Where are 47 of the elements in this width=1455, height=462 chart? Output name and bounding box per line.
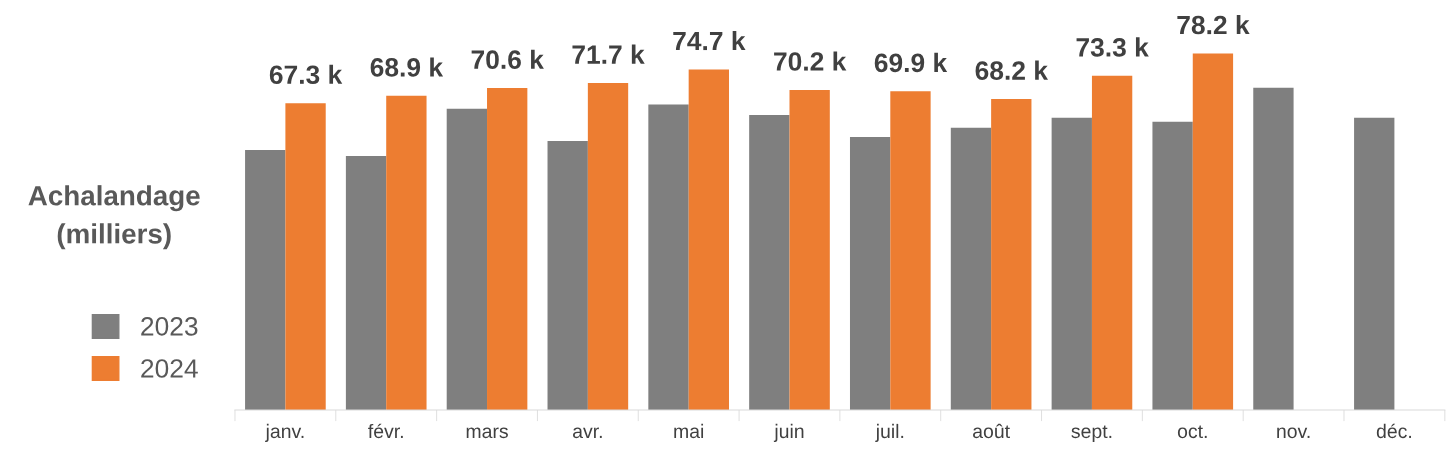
bar [1192,53,1234,410]
legend-label: 2023 [141,316,198,336]
bar [688,69,729,410]
x-tick-label: nov. [1277,427,1310,439]
data-label: 71.7 k [572,44,645,64]
bar [1152,121,1193,410]
data-label: 67.3 k [269,64,343,85]
bar [547,141,588,410]
data-label: 70.2 k [774,51,847,71]
data-label: 74.7 k [673,30,746,51]
bar [1354,117,1395,410]
bar [1051,117,1092,410]
bar [245,150,286,410]
bar [991,99,1032,410]
bar [285,103,326,410]
bar [1253,87,1294,410]
data-label: 68.9 k [370,57,444,77]
bar [890,91,931,410]
data-label: 70.6 k [471,49,544,70]
x-tick-label: oct. [1177,425,1207,439]
bar [446,108,488,410]
x-tick-label: févr. [368,423,403,439]
bar [950,127,992,410]
bar [749,115,790,410]
data-label: 68.2 k [975,60,1049,80]
x-tick-label: sept. [1071,425,1112,442]
legend-label: 2024 [141,359,198,378]
x-tick-label: mars [466,427,508,439]
x-tick-label: déc. [1376,423,1412,439]
bar [1091,75,1133,410]
x-tick-label: janv. [265,423,304,442]
bar [345,156,387,410]
bar [587,83,629,410]
data-label: 69.9 k [874,52,948,73]
data-label: 78.2 k [1177,14,1250,35]
x-tick-label: juin [773,423,804,442]
x-tick-label: mai [674,423,704,439]
bar [386,95,427,410]
x-tick-label: juil. [875,423,904,442]
bar [487,88,528,410]
bar [648,104,689,410]
x-tick-label: avr. [573,427,602,439]
y-axis-title: Achalandage (milliers) [28,185,200,250]
data-label: 73.3 k [1076,37,1149,57]
bar [849,136,891,410]
x-tick-label: août [973,423,1010,439]
bar [789,89,830,410]
